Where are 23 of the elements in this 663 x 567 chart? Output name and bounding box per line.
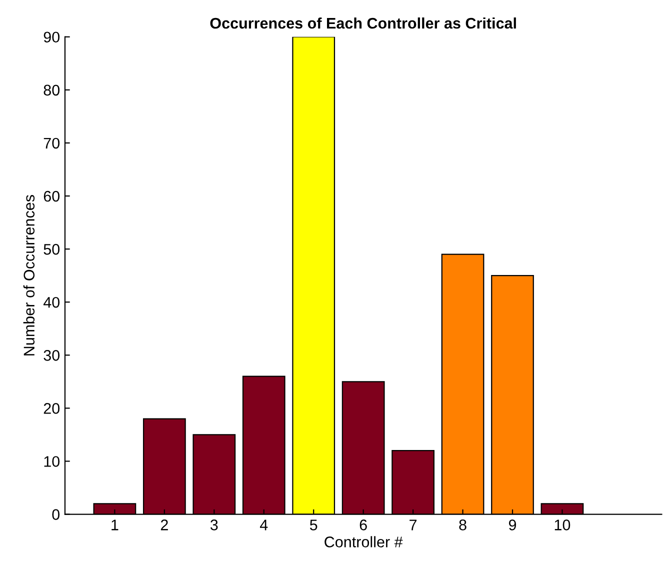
x-tick-label: 1 <box>112 520 118 530</box>
x-axis-title: Controller # <box>324 536 403 548</box>
y-tick-label: 50 <box>44 244 60 255</box>
x-tick-label: 4 <box>260 520 268 530</box>
x-tick-label: 10 <box>554 520 570 530</box>
y-tick-label: 40 <box>43 296 60 308</box>
x-tick-label: 3 <box>210 520 218 530</box>
y-tick-label: 60 <box>44 190 60 202</box>
y-tick-label: 80 <box>44 84 60 96</box>
chart-title: Occurrences of Each Controller as Critical <box>210 17 516 29</box>
x-tick-label: 8 <box>459 520 466 530</box>
x-tick-label: 9 <box>508 520 516 530</box>
x-tick-label: 5 <box>310 520 318 530</box>
y-axis-title: Number of Occurrences <box>23 195 35 356</box>
y-tick-label: 30 <box>44 350 60 361</box>
y-tick-label: 70 <box>44 138 60 149</box>
x-tick-label: 2 <box>160 520 168 530</box>
y-tick-label: 90 <box>44 32 60 43</box>
y-tick-label: 10 <box>44 456 60 467</box>
y-tick-label: 20 <box>44 403 60 414</box>
x-tick-label: 7 <box>410 520 417 530</box>
y-tick-label: 0 <box>52 509 60 520</box>
x-tick-label: 6 <box>360 520 367 530</box>
